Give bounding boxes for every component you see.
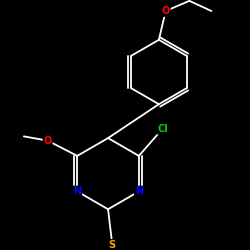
Text: N: N [73,186,81,196]
Text: S: S [109,240,116,250]
Text: N: N [135,186,143,196]
Text: O: O [162,6,170,16]
Text: O: O [44,136,52,145]
Text: Cl: Cl [157,124,168,134]
